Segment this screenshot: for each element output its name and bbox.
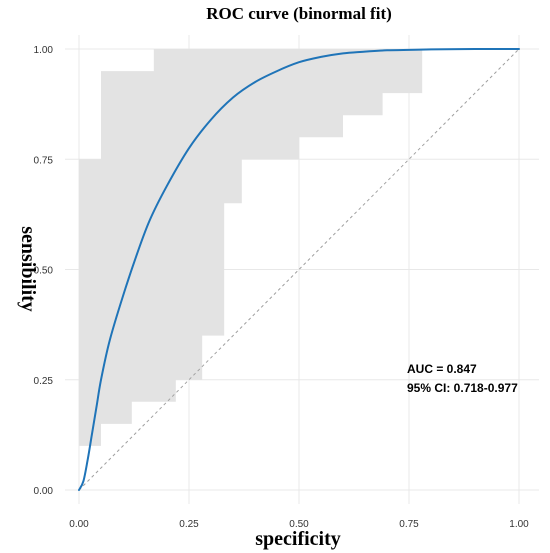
chart-title: ROC curve (binormal fit) bbox=[206, 4, 392, 23]
y-tick-label: 0.50 bbox=[34, 266, 54, 277]
y-tick-label: 1.00 bbox=[34, 45, 54, 56]
roc-curve-line bbox=[78, 47, 520, 491]
annotation-auc: AUC = 0.847 bbox=[407, 362, 477, 376]
y-tick-label: 0.25 bbox=[34, 376, 54, 387]
y-tick-label: 0.75 bbox=[34, 155, 54, 166]
x-tick-label: 0.75 bbox=[399, 519, 419, 530]
x-axis-title: specificity bbox=[255, 528, 341, 550]
x-tick-label: 0.00 bbox=[69, 519, 89, 530]
x-tick-label: 0.50 bbox=[289, 519, 309, 530]
ci-band-layer bbox=[79, 49, 423, 490]
diagonal-reference-layer bbox=[78, 48, 520, 491]
y-tick-label: 0.00 bbox=[34, 486, 54, 497]
confidence-band bbox=[79, 49, 423, 490]
annotation-ci: 95% CI: 0.718-0.977 bbox=[407, 381, 518, 395]
roc-curve-layer bbox=[78, 47, 520, 491]
diagonal-reference-line bbox=[78, 48, 520, 491]
x-tick-label: 1.00 bbox=[509, 519, 529, 530]
y-axis-title: sensibility bbox=[17, 226, 39, 312]
tick-labels-layer: 0.00 0.25 0.50 0.75 1.00 0.00 0.25 0.50 0.75 1.00 bbox=[34, 45, 530, 530]
x-tick-label: 0.25 bbox=[179, 519, 199, 530]
